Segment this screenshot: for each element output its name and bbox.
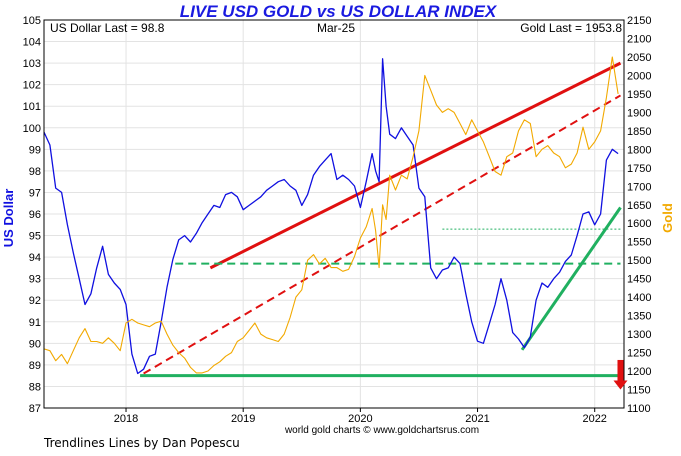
y-tick-label-right: 2150: [627, 15, 651, 27]
y-axis-label-left: US Dollar: [1, 189, 16, 248]
trendline-credit: Trendlines Lines by Dan Popescu: [44, 436, 240, 450]
y-tick-label-left: 99: [29, 144, 41, 156]
y-axis-label-right: Gold: [660, 203, 675, 233]
series: [43, 56, 619, 375]
y-tick-label-left: 97: [29, 187, 41, 199]
usd-series-line: [43, 58, 619, 375]
y-tick-label-left: 104: [23, 37, 41, 49]
y-tick-label-left: 90: [29, 338, 41, 350]
y-tick-label-left: 96: [29, 209, 41, 221]
y-tick-label-left: 105: [23, 15, 41, 27]
y-tick-label-right: 1200: [627, 366, 651, 378]
usd-last-label: US Dollar Last = 98.8: [50, 21, 165, 35]
x-tick-label: 2021: [465, 413, 489, 425]
y-tick-label-left: 93: [29, 274, 41, 286]
down-arrow-head: [613, 380, 628, 390]
y-tick-label-right: 1950: [627, 89, 651, 101]
usd-rising-green: [520, 206, 622, 351]
y-tick-label-right: 2000: [627, 70, 651, 82]
y-tick-label-right: 1300: [627, 329, 651, 341]
y-tick-label-right: 1700: [627, 181, 651, 193]
y-tick-label-left: 102: [23, 80, 41, 92]
y-tick-label-right: 1250: [627, 348, 651, 360]
y-tick-label-right: 1450: [627, 274, 651, 286]
y-tick-label-left: 101: [23, 101, 41, 113]
date-label: Mar-25: [317, 21, 355, 35]
y-tick-label-right: 2100: [627, 33, 651, 45]
y-tick-label-left: 87: [29, 403, 41, 415]
y-tick-label-right: 1100: [627, 403, 651, 415]
y-tick-label-right: 1750: [627, 163, 651, 175]
x-tick-label: 2019: [231, 413, 255, 425]
y-tick-label-left: 89: [29, 360, 41, 372]
chart-title: LIVE USD GOLD vs US DOLLAR INDEX: [180, 2, 498, 21]
y-tick-label-right: 1850: [627, 126, 651, 138]
y-tick-label-right: 1400: [627, 292, 651, 304]
y-tick-label-left: 103: [23, 58, 41, 70]
gold-series-line: [43, 56, 619, 374]
y-tick-label-right: 1600: [627, 218, 651, 230]
y-tick-label-left: 91: [29, 317, 41, 329]
y-tick-label-left: 95: [29, 231, 41, 243]
y-tick-label-right: 1900: [627, 107, 651, 119]
y-tick-label-right: 1800: [627, 144, 651, 156]
y-tick-label-right: 1350: [627, 311, 651, 323]
y-tick-label-right: 1500: [627, 255, 651, 267]
y-tick-label-right: 1650: [627, 200, 651, 212]
x-tick-label: 2018: [114, 413, 138, 425]
usd-support-red-dashed: [143, 94, 621, 375]
gold-last-label: Gold Last = 1953.8: [520, 21, 622, 35]
y-tick-label-right: 1550: [627, 237, 651, 249]
axes: 87 88 89 90 91 92 93 94 95 96 97 98 99 100 101 102 103 10…: [23, 15, 652, 425]
y-tick-label-left: 92: [29, 295, 41, 307]
y-tick-label-left: 88: [29, 381, 41, 393]
y-tick-label-right: 2050: [627, 52, 651, 64]
x-tick-label: 2022: [582, 413, 606, 425]
y-tick-label-left: 94: [29, 252, 41, 264]
down-arrow-shaft: [617, 359, 624, 382]
trendlines: [140, 61, 622, 378]
y-tick-label-left: 100: [23, 123, 41, 135]
y-tick-label-left: 98: [29, 166, 41, 178]
grid: [44, 19, 624, 409]
source-credit: world gold charts © www.goldchartsrus.co…: [284, 425, 479, 436]
plot-frame: [43, 19, 625, 409]
y-tick-label-right: 1150: [627, 385, 651, 397]
x-tick-label: 2020: [348, 413, 372, 425]
